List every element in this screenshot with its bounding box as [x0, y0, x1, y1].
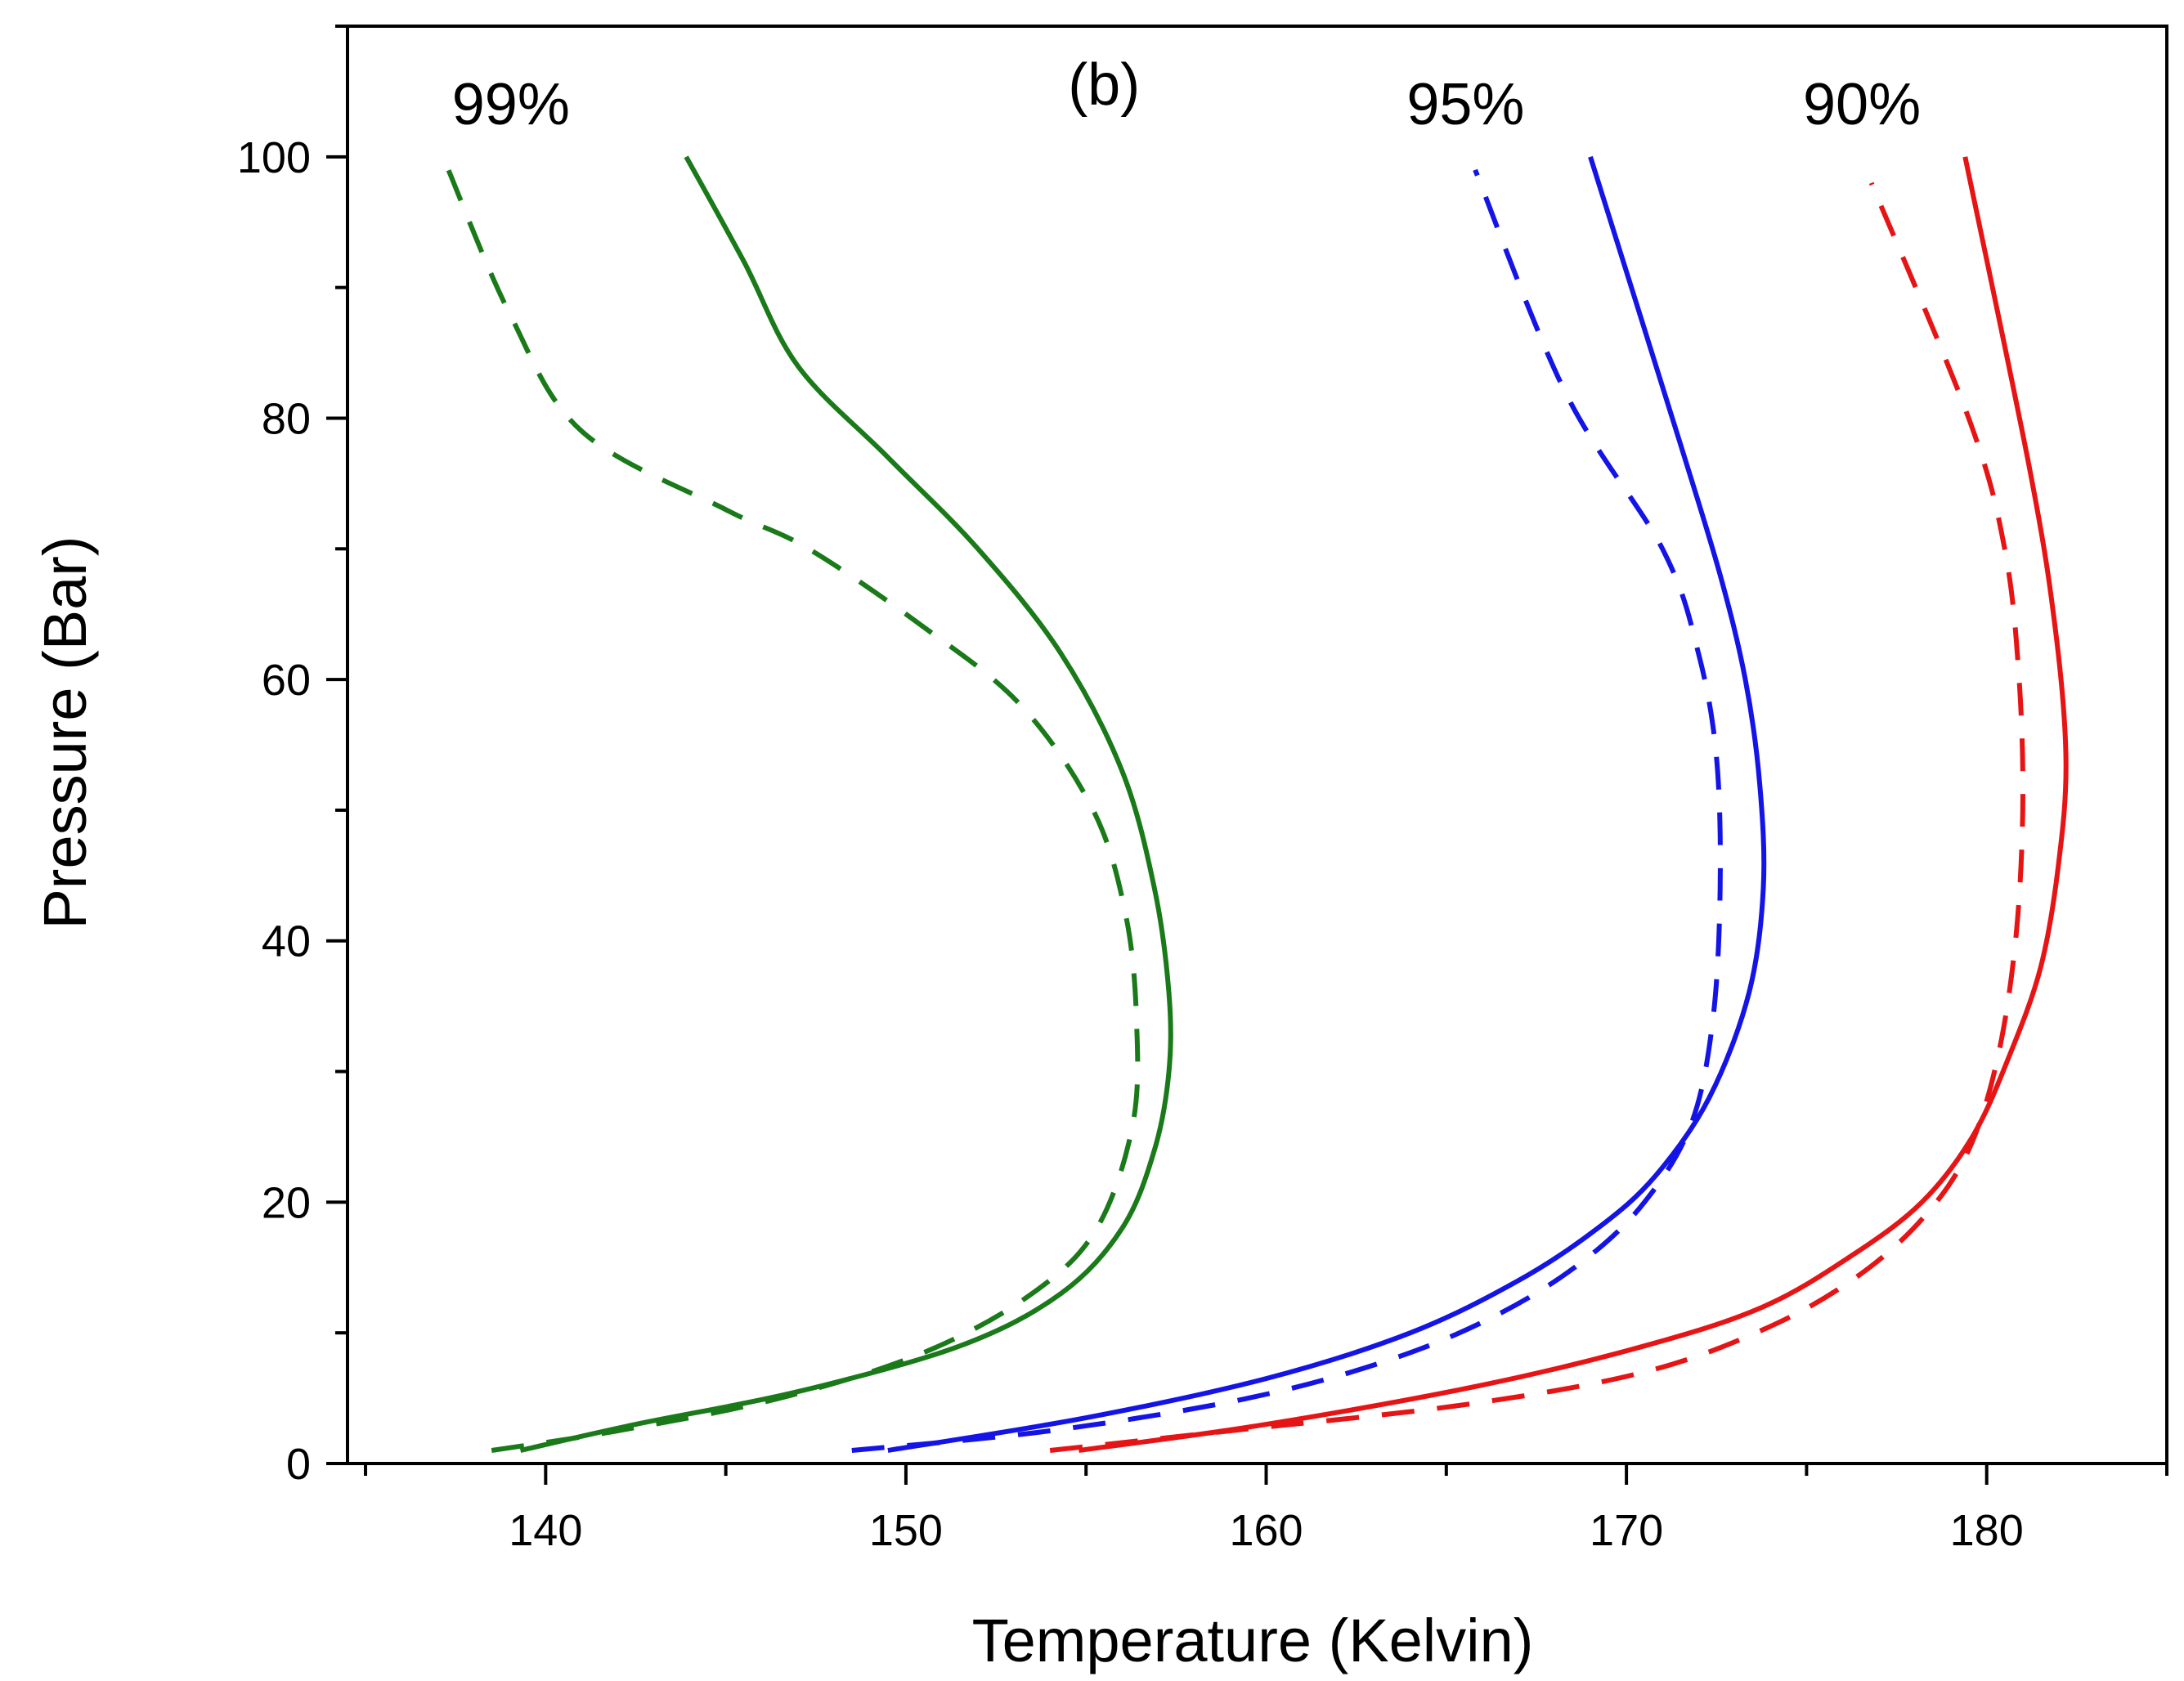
- x-tick-label-180: 180: [1950, 1506, 2024, 1555]
- y-tick-label-80: 80: [262, 394, 311, 443]
- series-line-95-dashed: [851, 168, 1723, 1453]
- annotation-1: 99%: [452, 72, 570, 137]
- x-tick-label-140: 140: [509, 1506, 582, 1555]
- y-tick-label-100: 100: [237, 133, 311, 182]
- y-tick-label-0: 0: [286, 1440, 311, 1489]
- plot-frame: [346, 25, 2168, 1465]
- annotation-3: 90%: [1803, 72, 1921, 137]
- annotation-2: 95%: [1406, 72, 1524, 137]
- series-line-99-solid: [519, 155, 1173, 1453]
- y-tick-label-20: 20: [262, 1178, 311, 1227]
- x-axis-title: Temperature (Kelvin): [972, 1607, 1534, 1674]
- annotations: (b) 99% 95% 90%: [452, 52, 1921, 137]
- axis-ticks: 140 150 160 170 180 0 20 40 60 80 100: [237, 25, 2168, 1555]
- axes-frame: [346, 25, 2168, 1465]
- series-line-90-solid: [1078, 156, 2069, 1453]
- y-axis-title: Pressure (Bar): [31, 536, 99, 929]
- x-tick-label-170: 170: [1590, 1506, 1663, 1555]
- x-tick-label-160: 160: [1229, 1506, 1303, 1555]
- y-tick-label-60: 60: [262, 656, 311, 705]
- series-line-90-dashed: [1049, 182, 2025, 1453]
- y-tick-label-40: 40: [262, 917, 311, 966]
- x-tick-label-150: 150: [869, 1506, 943, 1555]
- annotation-0: (b): [1068, 52, 1140, 118]
- series-layer: [446, 155, 2069, 1453]
- series-line-95-solid: [887, 155, 1767, 1453]
